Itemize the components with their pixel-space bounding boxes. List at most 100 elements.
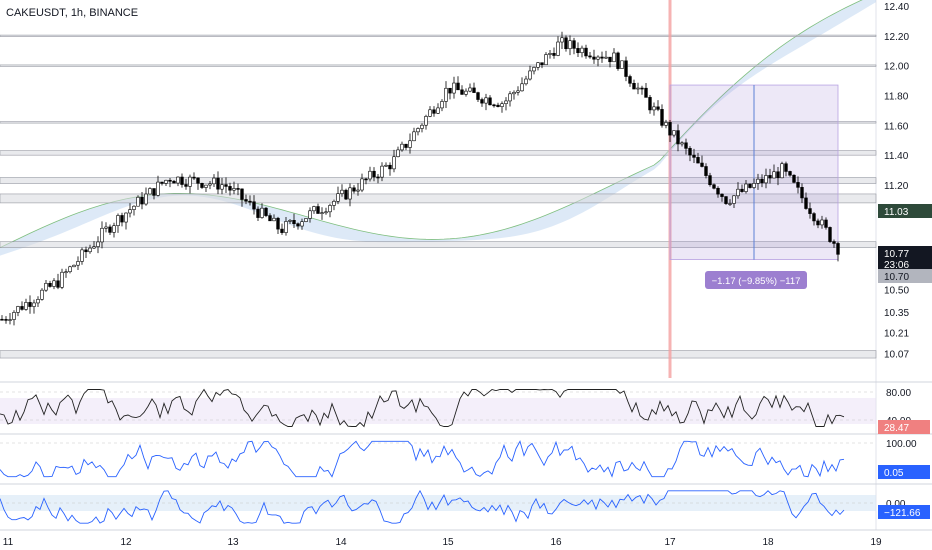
candle-body: [44, 282, 48, 291]
candle-body: [720, 193, 724, 197]
candle-body: [12, 312, 16, 320]
candle-body: [132, 205, 136, 210]
candle-body: [392, 156, 396, 170]
candle-body: [104, 226, 108, 229]
candle-body: [776, 171, 780, 179]
price-tick: 11.40: [884, 151, 909, 162]
candle-body: [364, 178, 368, 181]
candle-body: [704, 166, 708, 176]
level-band: [0, 350, 877, 359]
candle-body: [308, 210, 312, 219]
candle-body: [760, 178, 764, 184]
candle-body: [464, 90, 468, 95]
chart-title: CAKEUSDT, 1h, BINANCE: [6, 7, 138, 19]
candle-body: [480, 99, 484, 104]
price-range-measure[interactable]: −1.17 (−9.85%) −117: [669, 84, 839, 289]
candle-body: [692, 154, 696, 158]
candle-body: [388, 164, 392, 170]
candle-body: [576, 48, 580, 54]
candle-body: [676, 130, 680, 145]
candle-body: [180, 176, 184, 185]
candle-body: [368, 170, 372, 180]
candle-body: [492, 104, 496, 107]
candle-body: [484, 97, 488, 104]
candle-body: [644, 87, 648, 98]
chart-background: [0, 0, 932, 531]
candle-body: [444, 87, 448, 102]
price-axis: 12.40 12.20 12.00 11.80 11.60 11.40 11.20 10.50…: [878, 2, 932, 361]
candle-body: [596, 56, 600, 60]
candle-body: [700, 162, 704, 167]
price-tick: 12.00: [884, 62, 909, 73]
time-tick: 12: [120, 537, 132, 548]
candle-body: [312, 206, 316, 212]
candle-body: [820, 219, 824, 226]
candle-body: [604, 56, 608, 59]
candle-body: [780, 163, 784, 179]
candle-body: [640, 87, 644, 90]
candle-body: [728, 203, 732, 205]
osc-value-label: 28.47: [884, 423, 909, 434]
candle-body: [636, 87, 640, 90]
candle-body: [20, 306, 24, 310]
candle-body: [24, 302, 28, 310]
candle-body: [348, 187, 352, 200]
time-axis: 11 12 13 14 15 16 17 18 19: [3, 537, 882, 548]
candle-body: [524, 78, 528, 85]
candle-body: [224, 184, 228, 187]
candle-body: [256, 208, 260, 218]
osc-line: [0, 489, 845, 524]
candle-body: [76, 261, 80, 266]
candle-body: [400, 143, 404, 151]
candle-body: [508, 93, 512, 102]
level-band: [0, 193, 877, 204]
candle-body: [504, 100, 508, 105]
candle-body: [800, 187, 804, 199]
candle-body: [52, 280, 56, 287]
candle-body: [320, 212, 324, 214]
candle-body: [92, 246, 96, 249]
osc-value-label: 0.05: [884, 468, 904, 479]
candle-body: [200, 182, 204, 188]
price-tick: 11.80: [884, 92, 909, 103]
candle-body: [812, 213, 816, 222]
candle-body: [108, 226, 112, 233]
candle-body: [712, 184, 716, 189]
candle-body: [424, 116, 428, 126]
candle-body: [452, 82, 456, 94]
candle-body: [136, 196, 140, 207]
candle-body: [16, 306, 20, 313]
candle-body: [736, 188, 740, 197]
low-price-label-bg: [878, 269, 932, 283]
candle-body: [456, 82, 460, 91]
candle-body: [144, 193, 148, 205]
osc-value-bg: [878, 420, 930, 434]
candle-body: [212, 177, 216, 185]
candle-body: [772, 171, 776, 179]
candle-body: [612, 52, 616, 63]
candle-body: [544, 54, 548, 66]
candle-body: [300, 221, 304, 227]
time-tick: 14: [335, 537, 347, 548]
candle-body: [28, 302, 32, 307]
candle-body: [272, 217, 276, 222]
candle-body: [832, 241, 836, 244]
candle-body: [60, 271, 64, 288]
candle-body: [756, 178, 760, 184]
level-band: [0, 241, 877, 248]
candle-body: [664, 122, 668, 126]
candle-body: [556, 41, 560, 56]
candle-body: [356, 189, 360, 192]
candle-body: [164, 179, 168, 184]
candle-body: [196, 177, 200, 184]
level-price-label: 11.03: [884, 207, 909, 218]
candle-body: [156, 181, 160, 196]
level-band: [0, 64, 877, 67]
candle-body: [540, 62, 544, 66]
candle-body: [176, 176, 180, 184]
candle-body: [828, 227, 832, 242]
candle-body: [172, 180, 176, 184]
candle-body: [564, 37, 568, 50]
